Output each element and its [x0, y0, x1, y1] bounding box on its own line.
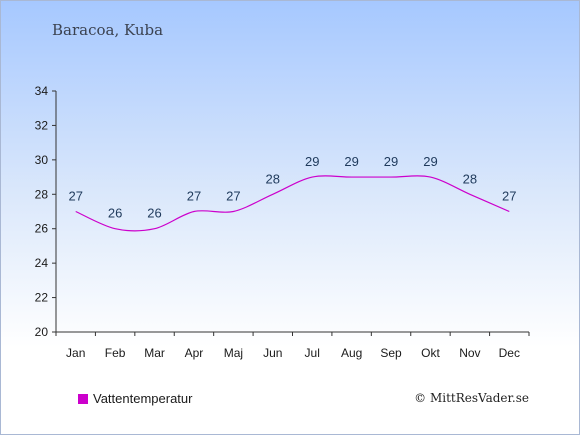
data-label: 27 [68, 189, 82, 204]
x-tick-label: Okt [421, 346, 440, 360]
x-tick-labels: Jan Feb Mar Apr Maj Jun Jul Aug Sep Okt Nov Dec [66, 346, 520, 360]
data-label: 29 [305, 154, 319, 169]
data-label: 27 [226, 189, 240, 204]
data-label: 29 [423, 154, 437, 169]
y-tick-label: 30 [35, 153, 49, 167]
y-tick-label: 20 [35, 325, 49, 339]
x-tick-label: Nov [459, 346, 480, 360]
x-tick-label: Aug [341, 346, 362, 360]
chart-location-title: Baracoa, Kuba [52, 21, 164, 39]
x-tick-label: Feb [105, 346, 126, 360]
data-label: 27 [502, 189, 516, 204]
y-tick-label: 22 [35, 291, 49, 305]
x-tick-label: Jul [305, 346, 320, 360]
x-tick-label: Mar [144, 346, 165, 360]
site-credit: © MittResVader.se [414, 391, 529, 405]
data-label: 28 [266, 171, 280, 186]
y-tick-labels: 20 22 24 26 28 30 32 34 [35, 84, 49, 339]
data-labels: 27 26 26 27 27 28 29 29 29 29 28 27 [68, 154, 516, 221]
x-tick-label: Maj [224, 346, 243, 360]
data-label: 26 [147, 206, 161, 221]
y-tick-label: 26 [35, 222, 49, 236]
series-line-vattentemperatur [75, 175, 510, 232]
x-tick-label: Dec [499, 346, 520, 360]
y-tick-label: 28 [35, 187, 49, 201]
y-tick-label: 32 [35, 118, 49, 132]
axes [52, 90, 530, 336]
data-label: 29 [344, 154, 358, 169]
data-label: 26 [108, 206, 122, 221]
x-tick-label: Jan [66, 346, 85, 360]
data-label: 27 [187, 189, 201, 204]
legend-swatch [78, 393, 88, 404]
legend-label: Vattentemperatur [93, 391, 193, 406]
x-tick-label: Jun [263, 346, 282, 360]
data-label: 28 [463, 171, 477, 186]
y-tick-label: 34 [35, 84, 49, 98]
legend: Vattentemperatur [78, 391, 192, 406]
x-tick-label: Apr [185, 346, 204, 360]
x-tick-label: Sep [380, 346, 402, 360]
data-label: 29 [384, 154, 398, 169]
y-tick-label: 24 [35, 256, 49, 270]
